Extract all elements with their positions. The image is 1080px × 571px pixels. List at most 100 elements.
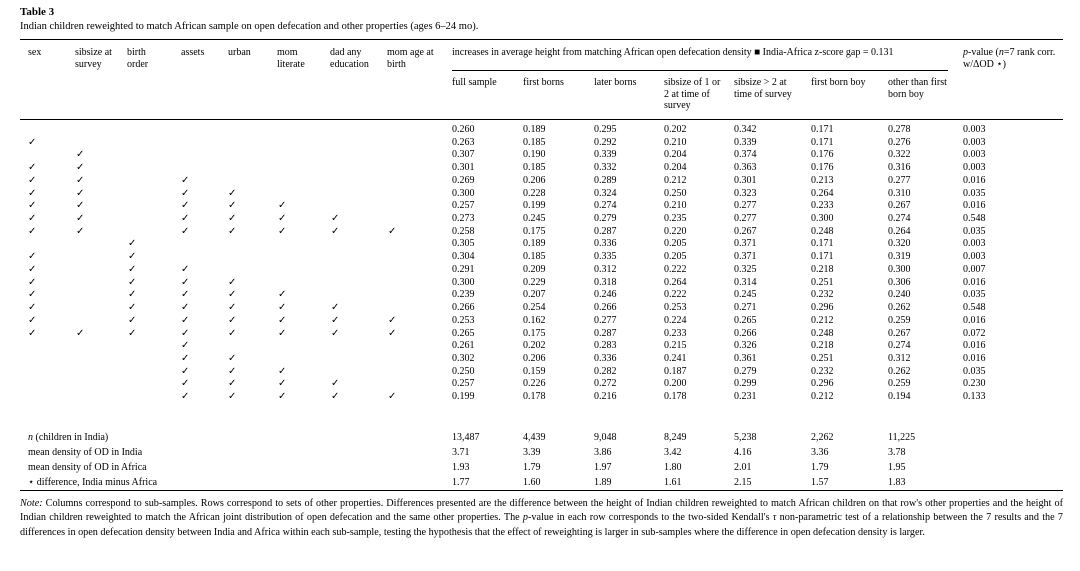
check-sex: ✓	[28, 314, 37, 326]
cell-other-than-first-born-boy: 0.267	[888, 327, 911, 339]
cell-first-borns: 0.189	[523, 124, 546, 135]
col-header-mom-age-at-birth: mom age at birth	[387, 47, 434, 70]
cell-full-sample: 0.199	[452, 391, 475, 403]
check-sex: ✓	[28, 289, 37, 301]
summary-label: mean density of OD in Africa	[28, 462, 147, 473]
cell-pvalue: 0.016	[963, 276, 986, 288]
summary-label: ⋆ difference, India minus Africa	[28, 477, 158, 488]
cell-sibsize-1-or-2: 0.233	[664, 327, 687, 339]
cell-first-born-boy: 0.218	[811, 340, 834, 352]
cell-first-born-boy: 0.171	[811, 238, 834, 250]
cell-full-sample: 0.250	[452, 365, 475, 377]
cell-later-borns: 0.216	[594, 391, 617, 403]
check-birth-order: ✓	[128, 302, 137, 314]
check-urban: ✓	[228, 289, 237, 301]
summary-first-borns: 4,439	[523, 432, 546, 443]
pvalue-n-symbol: n	[998, 47, 1004, 58]
col-header-dad-any-education: dad any education	[330, 47, 369, 70]
cell-first-born-boy: 0.176	[811, 149, 834, 161]
check-urban: ✓	[228, 302, 237, 314]
cell-first-borns: 0.202	[523, 340, 546, 352]
cell-first-born-boy: 0.296	[811, 378, 834, 390]
cell-sibsize-gt-2: 0.277	[734, 213, 757, 225]
table-row: ✓ ✓ ✓ ✓ ✓ ✓ 0.266 0.254 0.266 0.253 0.27…	[20, 302, 1063, 315]
check-assets: ✓	[181, 340, 190, 352]
cell-later-borns: 0.283	[594, 340, 617, 352]
check-assets: ✓	[181, 276, 190, 288]
check-sibsize-at-survey: ✓	[76, 174, 85, 186]
check-urban: ✓	[228, 187, 237, 199]
check-sex: ✓	[28, 200, 37, 212]
cell-later-borns: 0.332	[594, 162, 617, 174]
cell-other-than-first-born-boy: 0.277	[888, 174, 911, 186]
check-birth-order: ✓	[128, 238, 137, 250]
cell-full-sample: 0.258	[452, 225, 475, 237]
cell-first-borns: 0.162	[523, 314, 546, 326]
summary-sibsize-gt-2: 2.01	[734, 462, 752, 473]
check-dad-any-education: ✓	[331, 302, 340, 314]
cell-first-borns: 0.159	[523, 365, 546, 377]
cell-sibsize-1-or-2: 0.250	[664, 187, 687, 199]
check-urban: ✓	[228, 200, 237, 212]
rule-top	[20, 39, 1063, 41]
col-header-birth-order: birth order	[127, 47, 149, 70]
check-mom-literate: ✓	[278, 365, 287, 377]
summary-sibsize-gt-2: 5,238	[734, 432, 757, 443]
cell-sibsize-1-or-2: 0.205	[664, 238, 687, 250]
cell-sibsize-1-or-2: 0.210	[664, 136, 687, 148]
cell-pvalue: 0.003	[963, 149, 986, 161]
check-assets: ✓	[181, 378, 190, 390]
summary-later-borns: 3.86	[594, 447, 612, 458]
check-birth-order: ✓	[128, 327, 137, 339]
cell-full-sample: 0.261	[452, 340, 475, 352]
check-urban: ✓	[228, 225, 237, 237]
cell-pvalue: 0.016	[963, 340, 986, 352]
cell-sibsize-gt-2: 0.371	[734, 238, 757, 250]
check-urban: ✓	[228, 276, 237, 288]
check-sex: ✓	[28, 187, 37, 199]
cell-sibsize-1-or-2: 0.204	[664, 162, 687, 174]
cell-pvalue: 0.072	[963, 327, 986, 339]
cell-full-sample: 0.266	[452, 302, 475, 314]
cell-full-sample: 0.263	[452, 136, 475, 148]
cell-other-than-first-born-boy: 0.274	[888, 213, 911, 225]
summary-first-born-boy: 2,262	[811, 432, 834, 443]
cell-sibsize-gt-2: 0.361	[734, 352, 757, 364]
check-mom-age-at-birth: ✓	[388, 391, 397, 403]
cell-other-than-first-born-boy: 0.310	[888, 187, 911, 199]
cell-first-borns: 0.189	[523, 238, 546, 250]
cell-sibsize-1-or-2: 0.187	[664, 365, 687, 377]
note-tau-symbol: τ	[772, 512, 777, 524]
note-p-symbol: p	[522, 512, 529, 524]
check-assets: ✓	[181, 327, 190, 339]
check-mom-literate: ✓	[278, 302, 287, 314]
cell-sibsize-gt-2: 0.231	[734, 391, 757, 403]
check-sibsize-at-survey: ✓	[76, 187, 85, 199]
cell-sibsize-1-or-2: 0.215	[664, 340, 687, 352]
cell-sibsize-1-or-2: 0.241	[664, 352, 687, 364]
cell-pvalue: 0.035	[963, 365, 986, 377]
cell-full-sample: 0.265	[452, 327, 475, 339]
cell-full-sample: 0.300	[452, 187, 475, 199]
check-mom-literate: ✓	[278, 327, 287, 339]
cell-pvalue: 0.003	[963, 238, 986, 250]
summary-label: mean density of OD in India	[28, 447, 143, 458]
cell-first-borns: 0.185	[523, 251, 546, 263]
cell-sibsize-gt-2: 0.266	[734, 327, 757, 339]
cell-sibsize-1-or-2: 0.202	[664, 124, 687, 135]
cell-first-born-boy: 0.300	[811, 213, 834, 225]
check-sex: ✓	[28, 174, 37, 186]
cell-later-borns: 0.336	[594, 352, 617, 364]
cell-sibsize-1-or-2: 0.253	[664, 302, 687, 314]
check-dad-any-education: ✓	[331, 225, 340, 237]
check-sibsize-at-survey: ✓	[76, 200, 85, 212]
col-header-first-born-boy: first born boy	[811, 77, 866, 88]
cell-other-than-first-born-boy: 0.259	[888, 378, 911, 390]
summary-label: n (children in India)	[28, 432, 109, 443]
check-mom-age-at-birth: ✓	[388, 225, 397, 237]
cell-full-sample: 0.307	[452, 149, 475, 161]
cell-other-than-first-born-boy: 0.319	[888, 251, 911, 263]
cell-sibsize-gt-2: 0.363	[734, 162, 757, 174]
check-sex: ✓	[28, 302, 37, 314]
cell-pvalue: 0.133	[963, 391, 986, 403]
